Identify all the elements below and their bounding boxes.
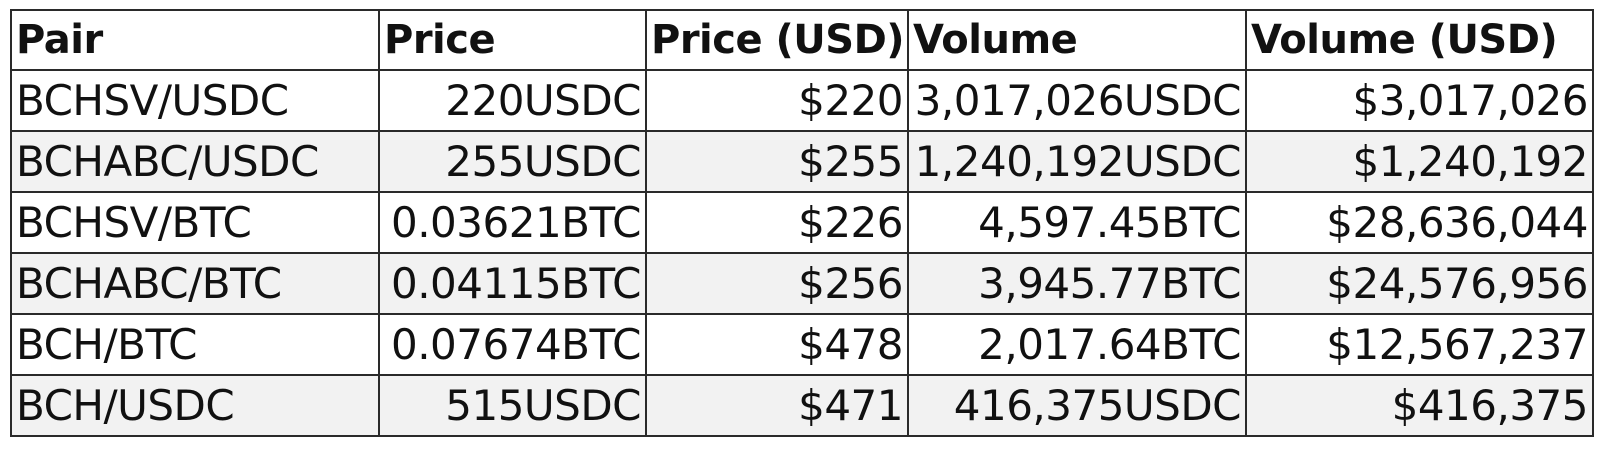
cell-price-usd: $478 [645,313,909,376]
cell-price: 0.07674BTC [378,313,647,376]
cell-volume-usd: $24,576,956 [1245,252,1594,315]
table-row: BCH/USDC 515USDC $471 416,375USDC $416,3… [10,374,1594,437]
table-body: BCHSV/USDC 220USDC $220 3,017,026USDC $3… [10,69,1594,437]
cell-price-usd: $255 [645,130,909,193]
cell-volume: 2,017.64BTC [907,313,1247,376]
cell-price: 255USDC [378,130,647,193]
header-pair: Pair [10,9,380,71]
market-pairs-table: Pair Price Price (USD) Volume Volume (US… [10,9,1594,437]
table-row: BCHABC/USDC 255USDC $255 1,240,192USDC $… [10,130,1594,193]
cell-pair: BCHABC/USDC [10,130,380,193]
cell-volume: 4,597.45BTC [907,191,1247,254]
cell-volume-usd: $1,240,192 [1245,130,1594,193]
table-row: BCHSV/BTC 0.03621BTC $226 4,597.45BTC $2… [10,191,1594,254]
cell-pair: BCHSV/USDC [10,69,380,132]
cell-price-usd: $471 [645,374,909,437]
header-row: Pair Price Price (USD) Volume Volume (US… [10,9,1594,71]
cell-volume: 416,375USDC [907,374,1247,437]
cell-price-usd: $226 [645,191,909,254]
cell-volume: 1,240,192USDC [907,130,1247,193]
cell-price: 515USDC [378,374,647,437]
cell-pair: BCH/USDC [10,374,380,437]
cell-price-usd: $256 [645,252,909,315]
cell-volume-usd: $12,567,237 [1245,313,1594,376]
header-volume: Volume [907,9,1247,71]
header-price-usd: Price (USD) [645,9,909,71]
cell-volume: 3,945.77BTC [907,252,1247,315]
cell-price: 0.04115BTC [378,252,647,315]
cell-pair: BCH/BTC [10,313,380,376]
table-row: BCH/BTC 0.07674BTC $478 2,017.64BTC $12,… [10,313,1594,376]
cell-price-usd: $220 [645,69,909,132]
table-row: BCHABC/BTC 0.04115BTC $256 3,945.77BTC $… [10,252,1594,315]
header-price: Price [378,9,647,71]
market-pairs-table-container: Pair Price Price (USD) Volume Volume (US… [10,9,1594,437]
cell-volume-usd: $3,017,026 [1245,69,1594,132]
cell-volume-usd: $416,375 [1245,374,1594,437]
cell-price: 220USDC [378,69,647,132]
table-header: Pair Price Price (USD) Volume Volume (US… [10,9,1594,71]
cell-pair: BCHSV/BTC [10,191,380,254]
cell-volume: 3,017,026USDC [907,69,1247,132]
cell-price: 0.03621BTC [378,191,647,254]
cell-pair: BCHABC/BTC [10,252,380,315]
header-volume-usd: Volume (USD) [1245,9,1594,71]
cell-volume-usd: $28,636,044 [1245,191,1594,254]
table-row: BCHSV/USDC 220USDC $220 3,017,026USDC $3… [10,69,1594,132]
